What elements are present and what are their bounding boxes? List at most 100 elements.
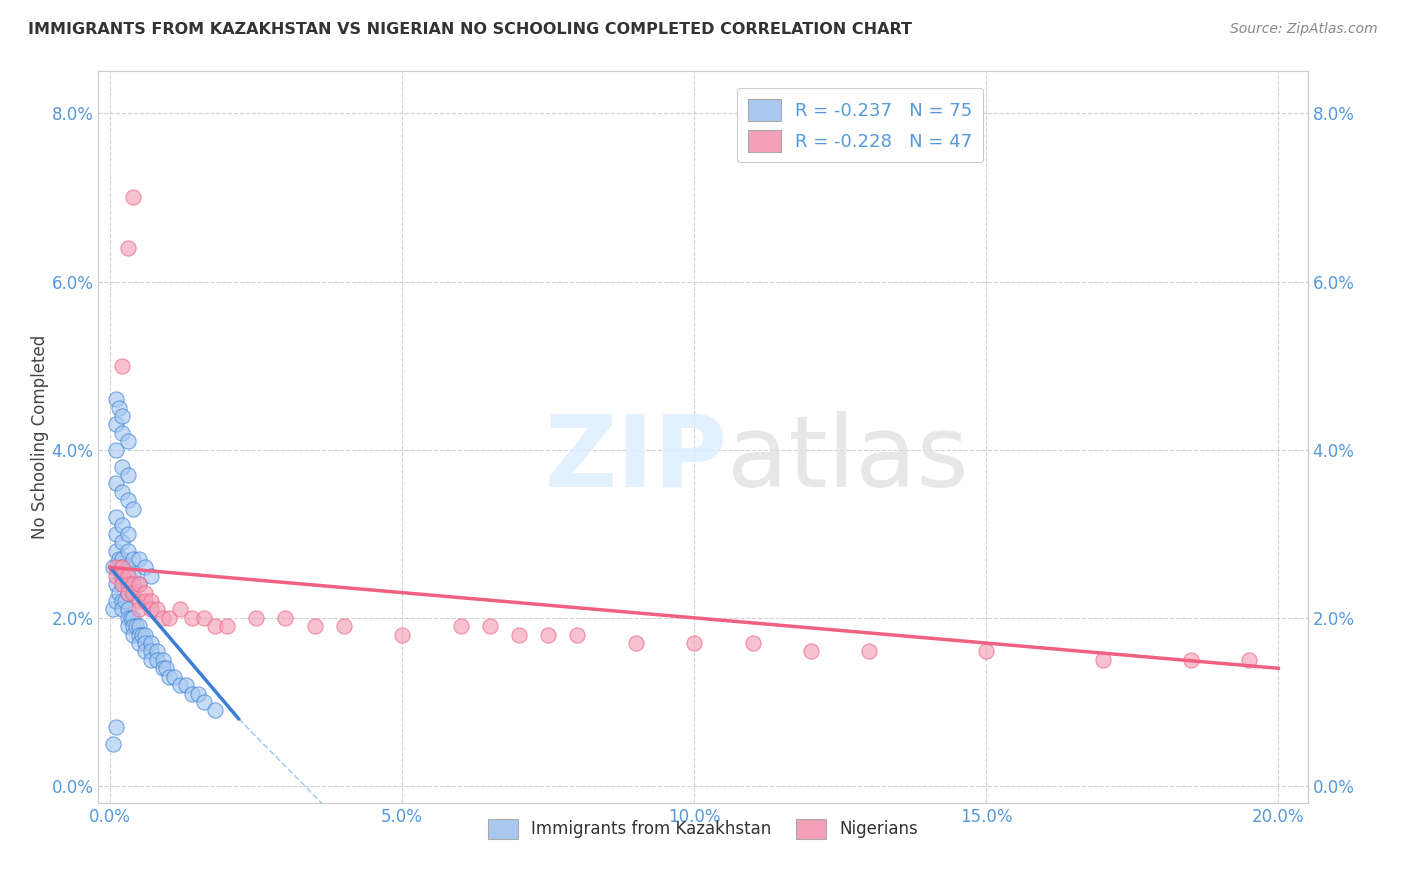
Point	[139, 636, 162, 650]
Point	[683, 636, 706, 650]
Point	[128, 636, 150, 650]
Point	[111, 359, 134, 373]
Point	[391, 627, 413, 641]
Point	[111, 552, 134, 566]
Point	[117, 241, 139, 255]
Point	[134, 644, 156, 658]
Point	[508, 627, 530, 641]
Point	[146, 644, 169, 658]
Point	[117, 569, 139, 583]
Point	[104, 569, 127, 583]
Point	[139, 644, 162, 658]
Point	[1237, 653, 1260, 667]
Point	[111, 560, 134, 574]
Point	[169, 678, 191, 692]
Point	[104, 510, 127, 524]
Point	[304, 619, 326, 633]
Point	[111, 577, 134, 591]
Point	[114, 594, 136, 608]
Point	[111, 409, 134, 423]
Point	[111, 535, 134, 549]
Point	[139, 569, 162, 583]
Point	[104, 594, 127, 608]
Point	[146, 653, 169, 667]
Point	[152, 611, 174, 625]
Point	[117, 577, 139, 591]
Point	[478, 619, 501, 633]
Point	[128, 577, 150, 591]
Point	[117, 619, 139, 633]
Point	[104, 720, 127, 734]
Text: Source: ZipAtlas.com: Source: ZipAtlas.com	[1230, 22, 1378, 37]
Point	[974, 644, 997, 658]
Point	[128, 577, 150, 591]
Point	[122, 569, 145, 583]
Point	[180, 686, 202, 700]
Point	[111, 459, 134, 474]
Text: atlas: atlas	[727, 410, 969, 508]
Point	[122, 577, 145, 591]
Point	[104, 526, 127, 541]
Point	[104, 560, 127, 574]
Point	[122, 190, 145, 204]
Point	[104, 417, 127, 432]
Point	[157, 670, 180, 684]
Point	[122, 611, 145, 625]
Point	[134, 585, 156, 599]
Point	[104, 476, 127, 491]
Point	[117, 526, 139, 541]
Point	[122, 619, 145, 633]
Point	[117, 585, 139, 599]
Point	[1092, 653, 1115, 667]
Point	[104, 442, 127, 457]
Point	[104, 577, 127, 591]
Point	[450, 619, 472, 633]
Point	[174, 678, 197, 692]
Point	[193, 611, 215, 625]
Point	[101, 602, 124, 616]
Point	[134, 560, 156, 574]
Point	[128, 619, 150, 633]
Point	[122, 552, 145, 566]
Point	[111, 518, 134, 533]
Point	[104, 543, 127, 558]
Point	[800, 644, 823, 658]
Point	[108, 401, 131, 415]
Point	[741, 636, 763, 650]
Point	[163, 670, 186, 684]
Point	[117, 543, 139, 558]
Point	[624, 636, 647, 650]
Point	[117, 467, 139, 482]
Point	[193, 695, 215, 709]
Text: IMMIGRANTS FROM KAZAKHSTAN VS NIGERIAN NO SCHOOLING COMPLETED CORRELATION CHART: IMMIGRANTS FROM KAZAKHSTAN VS NIGERIAN N…	[28, 22, 912, 37]
Point	[204, 703, 226, 717]
Point	[101, 737, 124, 751]
Point	[117, 569, 139, 583]
Point	[125, 619, 148, 633]
Point	[134, 627, 156, 641]
Point	[134, 594, 156, 608]
Point	[101, 560, 124, 574]
Point	[128, 552, 150, 566]
Point	[157, 611, 180, 625]
Point	[117, 434, 139, 449]
Point	[537, 627, 560, 641]
Point	[858, 644, 880, 658]
Point	[1180, 653, 1202, 667]
Point	[117, 611, 139, 625]
Point	[111, 577, 134, 591]
Point	[104, 392, 127, 407]
Point	[187, 686, 209, 700]
Point	[332, 619, 354, 633]
Point	[155, 661, 177, 675]
Point	[169, 602, 191, 616]
Point	[117, 585, 139, 599]
Point	[128, 594, 150, 608]
Point	[108, 552, 131, 566]
Point	[122, 585, 145, 599]
Point	[180, 611, 202, 625]
Point	[111, 560, 134, 574]
Point	[131, 627, 153, 641]
Point	[120, 611, 142, 625]
Point	[152, 661, 174, 675]
